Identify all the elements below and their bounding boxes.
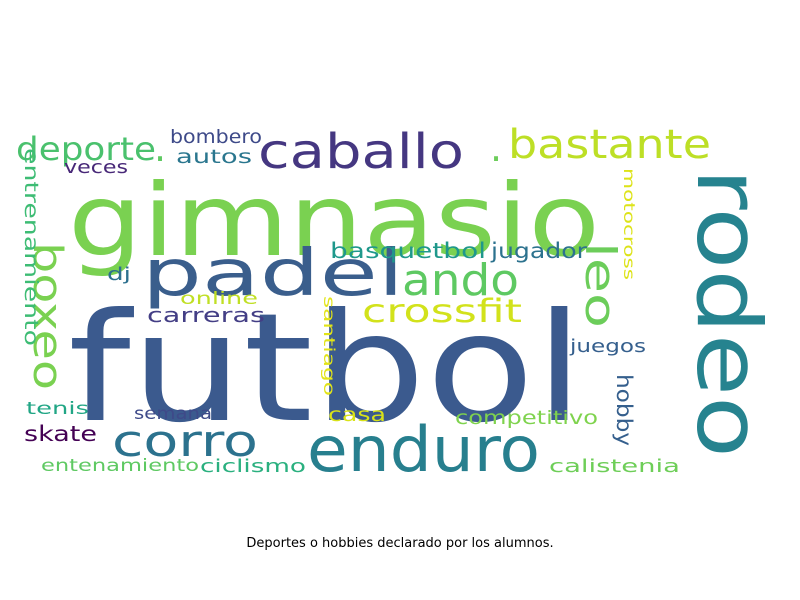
cloud-word: tenis [26,399,89,419]
cloud-word: caballo [258,124,464,180]
cloud-word: leo [576,242,625,328]
cloud-word: gimnasio [68,162,600,279]
cloud-word: jugador [490,239,588,263]
cloud-word: entenamiento [41,456,199,476]
cloud-word: . [154,126,166,170]
cloud-word: semana [134,404,212,424]
cloud-word: padel [142,237,404,311]
cloud-word: bastante [508,122,711,168]
cloud-word: competitivo [455,407,598,429]
cloud-word: veces [64,157,128,178]
cloud-word: calistenia [549,456,680,477]
cloud-word: dj [107,264,131,285]
cloud-word: basquetbol [330,239,486,263]
figure-caption: Deportes o hobbies declarado por los alu… [246,536,554,551]
cloud-word: entrenamiento [20,148,42,346]
cloud-word: online [180,289,258,309]
cloud-word: ciclismo [200,456,306,477]
cloud-word: futbol [68,282,584,456]
cloud-word: autos [176,146,252,168]
cloud-word: corro [112,416,258,467]
cloud-word: . [490,126,502,170]
cloud-word: boxeo [24,242,70,390]
cloud-word: rodeo [677,168,780,458]
cloud-word: bombero [170,126,262,148]
cloud-word: enduro [307,413,540,486]
cloud-word: casa [328,404,386,426]
cloud-word: crossfit [362,292,522,330]
cloud-word: juegos [569,336,646,357]
cloud-word: santiago [320,296,338,396]
cloud-word: ando [402,255,519,306]
cloud-word: carreras [147,303,265,327]
cloud-word: skate [24,422,97,446]
cloud-word: deporte [16,130,156,168]
cloud-word: motocross [620,168,638,280]
cloud-word: hobby [612,374,636,446]
